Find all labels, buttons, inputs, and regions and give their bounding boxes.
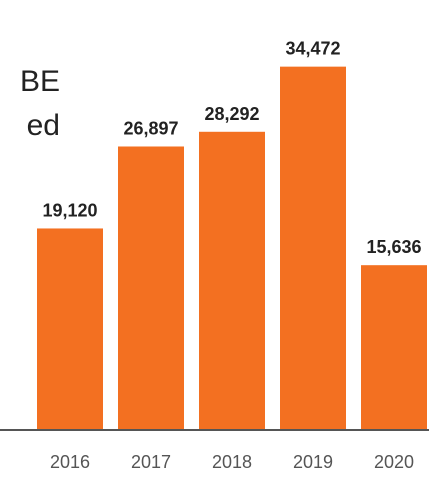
bar-2017	[118, 146, 184, 430]
x-tick-label-2016: 2016	[50, 452, 90, 472]
x-tick-label-2019: 2019	[293, 452, 333, 472]
x-tick-label-2017: 2017	[131, 452, 171, 472]
title-fragment-line-1: BE	[19, 65, 60, 98]
value-label-2016: 19,120	[42, 200, 97, 220]
bars-group	[37, 66, 427, 430]
bar-2018	[199, 131, 265, 430]
value-label-2018: 28,292	[204, 104, 259, 124]
value-label-2020: 15,636	[366, 237, 421, 257]
title-fragment-line-2: ed	[26, 109, 60, 142]
x-tick-labels-group: 2016 2017 2018 2019 2020	[50, 452, 414, 472]
x-tick-label-2018: 2018	[212, 452, 252, 472]
bar-2020	[361, 265, 427, 430]
value-labels-group: 19,120 26,897 28,292 34,472 15,636	[42, 39, 421, 258]
bar-2016	[37, 228, 103, 430]
value-label-2017: 26,897	[123, 118, 178, 138]
partial-title-text: BE ed	[0, 0, 60, 180]
bar-2019	[280, 66, 346, 430]
value-label-2019: 34,472	[285, 39, 340, 59]
x-tick-label-2020: 2020	[374, 452, 414, 472]
